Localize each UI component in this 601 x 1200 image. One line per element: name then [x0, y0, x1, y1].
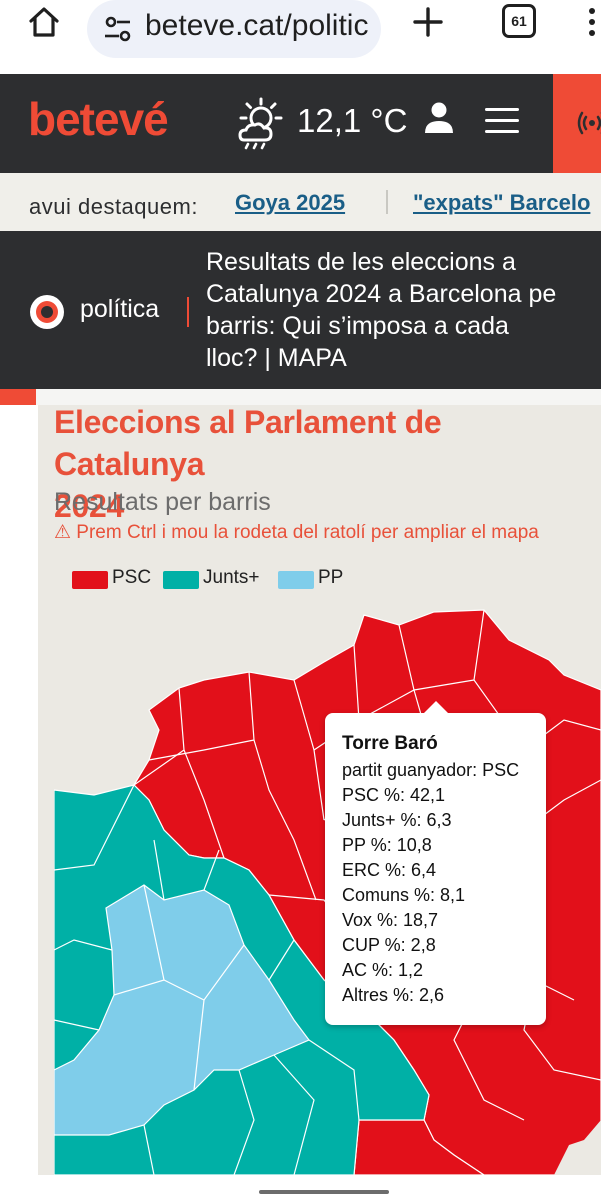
home-icon[interactable]	[26, 4, 62, 40]
article-title-line: Resultats de les eleccions a	[206, 248, 516, 276]
category-icon	[28, 293, 66, 331]
highlight-link-goya[interactable]: Goya 2025	[235, 190, 346, 215]
site-header: betevé 12,1 °C	[0, 74, 601, 173]
tooltip-row: PP %: 10,8	[342, 835, 432, 855]
legend-label: PP	[318, 567, 344, 588]
accent-strip	[0, 389, 601, 405]
legend-swatch	[72, 571, 108, 589]
highlights-bar: avui destaquem: Goya 2025 "expats" Barce…	[0, 173, 601, 231]
user-icon[interactable]	[423, 100, 455, 136]
map-title: Eleccions al Parlament de Catalunya 2024	[54, 401, 594, 527]
tooltip-row: Junts+ %: 6,3	[342, 810, 452, 830]
legend-label: PSC	[112, 567, 152, 588]
tabs-icon[interactable]: 61	[502, 4, 536, 38]
more-vert-icon[interactable]	[583, 8, 601, 38]
highlight-link-expats[interactable]: "expats" Barcelo	[413, 190, 591, 215]
tooltip-title: Torre Baró	[342, 733, 438, 754]
divider	[187, 297, 189, 327]
tooltip-row: partit guanyador: PSC	[342, 760, 520, 780]
coastline	[554, 1120, 601, 1175]
legend-label: Junts+	[203, 567, 260, 588]
tooltip-row: Vox %: 18,7	[342, 910, 439, 930]
gesture-handle[interactable]	[259, 1190, 389, 1194]
page-margin	[0, 405, 38, 1200]
browser-toolbar: beteve.cat/politic 61	[0, 0, 601, 74]
map-region-pp[interactable]	[54, 884, 310, 1136]
article-title-line: Catalunya 2024 a Barcelona pe	[206, 280, 557, 308]
divider	[386, 190, 388, 214]
address-bar[interactable]: beteve.cat/politic	[87, 0, 381, 58]
tooltip-row: CUP %: 2,8	[342, 935, 436, 955]
tooltip-row: PSC %: 42,1	[342, 785, 446, 805]
system-nav-area	[0, 1175, 601, 1200]
article-title-line: barris: Qui s’imposa a cada	[206, 312, 509, 340]
radio-icon	[577, 108, 601, 138]
radio-button[interactable]	[553, 74, 601, 173]
tooltip-row: Altres %: 2,6	[342, 985, 445, 1005]
plus-icon[interactable]	[410, 4, 446, 40]
map-title-line: 2024	[54, 488, 124, 524]
map-subtitle: Resultats per barris	[54, 488, 271, 516]
map-tooltip: Torre Baró partit guanyador: PSC PSC %: …	[325, 701, 546, 1025]
legend-swatch	[163, 571, 199, 589]
map-zoom-hint: ⚠ Prem Ctrl i mou la rodeta del ratolí p…	[54, 522, 539, 543]
tooltip-row: Comuns %: 8,1	[342, 885, 466, 905]
weather-icon	[234, 96, 288, 150]
category-label[interactable]: política	[80, 295, 160, 323]
legend-swatch	[278, 571, 314, 589]
highlights-label: avui destaquem:	[29, 194, 198, 219]
temperature: 12,1 °C	[297, 102, 408, 139]
tooltip-row: ERC %: 6,4	[342, 860, 437, 880]
map-title-line: Eleccions al Parlament de Catalunya	[54, 404, 442, 482]
article-title: Resultats de les eleccions a Catalunya 2…	[206, 246, 601, 374]
article-header: política Resultats de les eleccions a Ca…	[0, 231, 601, 389]
site-logo[interactable]: betevé	[28, 93, 169, 145]
url-text[interactable]: beteve.cat/politic	[145, 9, 369, 42]
hamburger-icon[interactable]	[485, 108, 519, 134]
article-title-line: lloc? | MAPA	[206, 344, 347, 372]
site-settings-icon[interactable]	[103, 14, 133, 44]
tooltip-row: AC %: 1,2	[342, 960, 424, 980]
